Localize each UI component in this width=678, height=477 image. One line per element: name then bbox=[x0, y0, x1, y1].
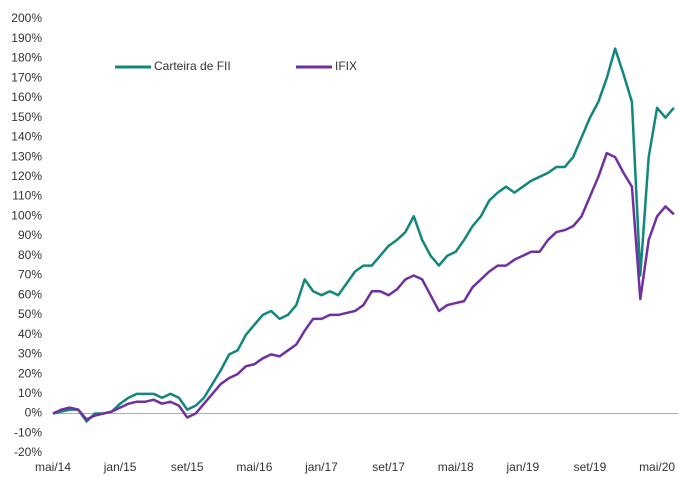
y-tick-label: 160% bbox=[11, 90, 42, 104]
y-tick-label: 200% bbox=[11, 11, 42, 25]
y-tick-label: 100% bbox=[11, 208, 42, 222]
x-tick-label: jan/15 bbox=[103, 460, 137, 474]
x-tick-label: jan/17 bbox=[304, 460, 338, 474]
y-tick-label: 70% bbox=[18, 268, 42, 282]
y-tick-label: 0% bbox=[25, 406, 43, 420]
x-tick-label: mai/18 bbox=[438, 460, 474, 474]
x-tick-label: set/19 bbox=[574, 460, 607, 474]
y-tick-label: 80% bbox=[18, 248, 42, 262]
x-tick-label: mai/16 bbox=[236, 460, 272, 474]
x-tick-label: jan/19 bbox=[505, 460, 539, 474]
y-tick-label: 140% bbox=[11, 130, 42, 144]
series-line bbox=[52, 151, 675, 421]
y-tick-label: 170% bbox=[11, 70, 42, 84]
y-tick-label: 150% bbox=[11, 110, 42, 124]
y-tick-label: 180% bbox=[11, 51, 42, 65]
x-tick-label: set/15 bbox=[171, 460, 204, 474]
y-tick-label: -20% bbox=[14, 445, 42, 459]
y-tick-label: 60% bbox=[18, 287, 42, 301]
y-tick-label: 90% bbox=[18, 228, 42, 242]
series-line bbox=[52, 47, 675, 423]
y-tick-label: 190% bbox=[11, 31, 42, 45]
y-tick-label: 20% bbox=[18, 366, 42, 380]
y-tick-label: 50% bbox=[18, 307, 42, 321]
x-tick-label: mai/20 bbox=[639, 460, 675, 474]
y-tick-label: 130% bbox=[11, 149, 42, 163]
x-tick-label: mai/14 bbox=[35, 460, 71, 474]
legend-label: Carteira de FII bbox=[154, 59, 231, 73]
y-tick-label: 40% bbox=[18, 327, 42, 341]
y-tick-label: -10% bbox=[14, 425, 42, 439]
y-tick-label: 120% bbox=[11, 169, 42, 183]
y-tick-label: 10% bbox=[18, 386, 42, 400]
y-tick-label: 30% bbox=[18, 347, 42, 361]
y-tick-label: 110% bbox=[12, 189, 42, 203]
legend-label: IFIX bbox=[335, 59, 357, 73]
x-tick-label: set/17 bbox=[372, 460, 405, 474]
